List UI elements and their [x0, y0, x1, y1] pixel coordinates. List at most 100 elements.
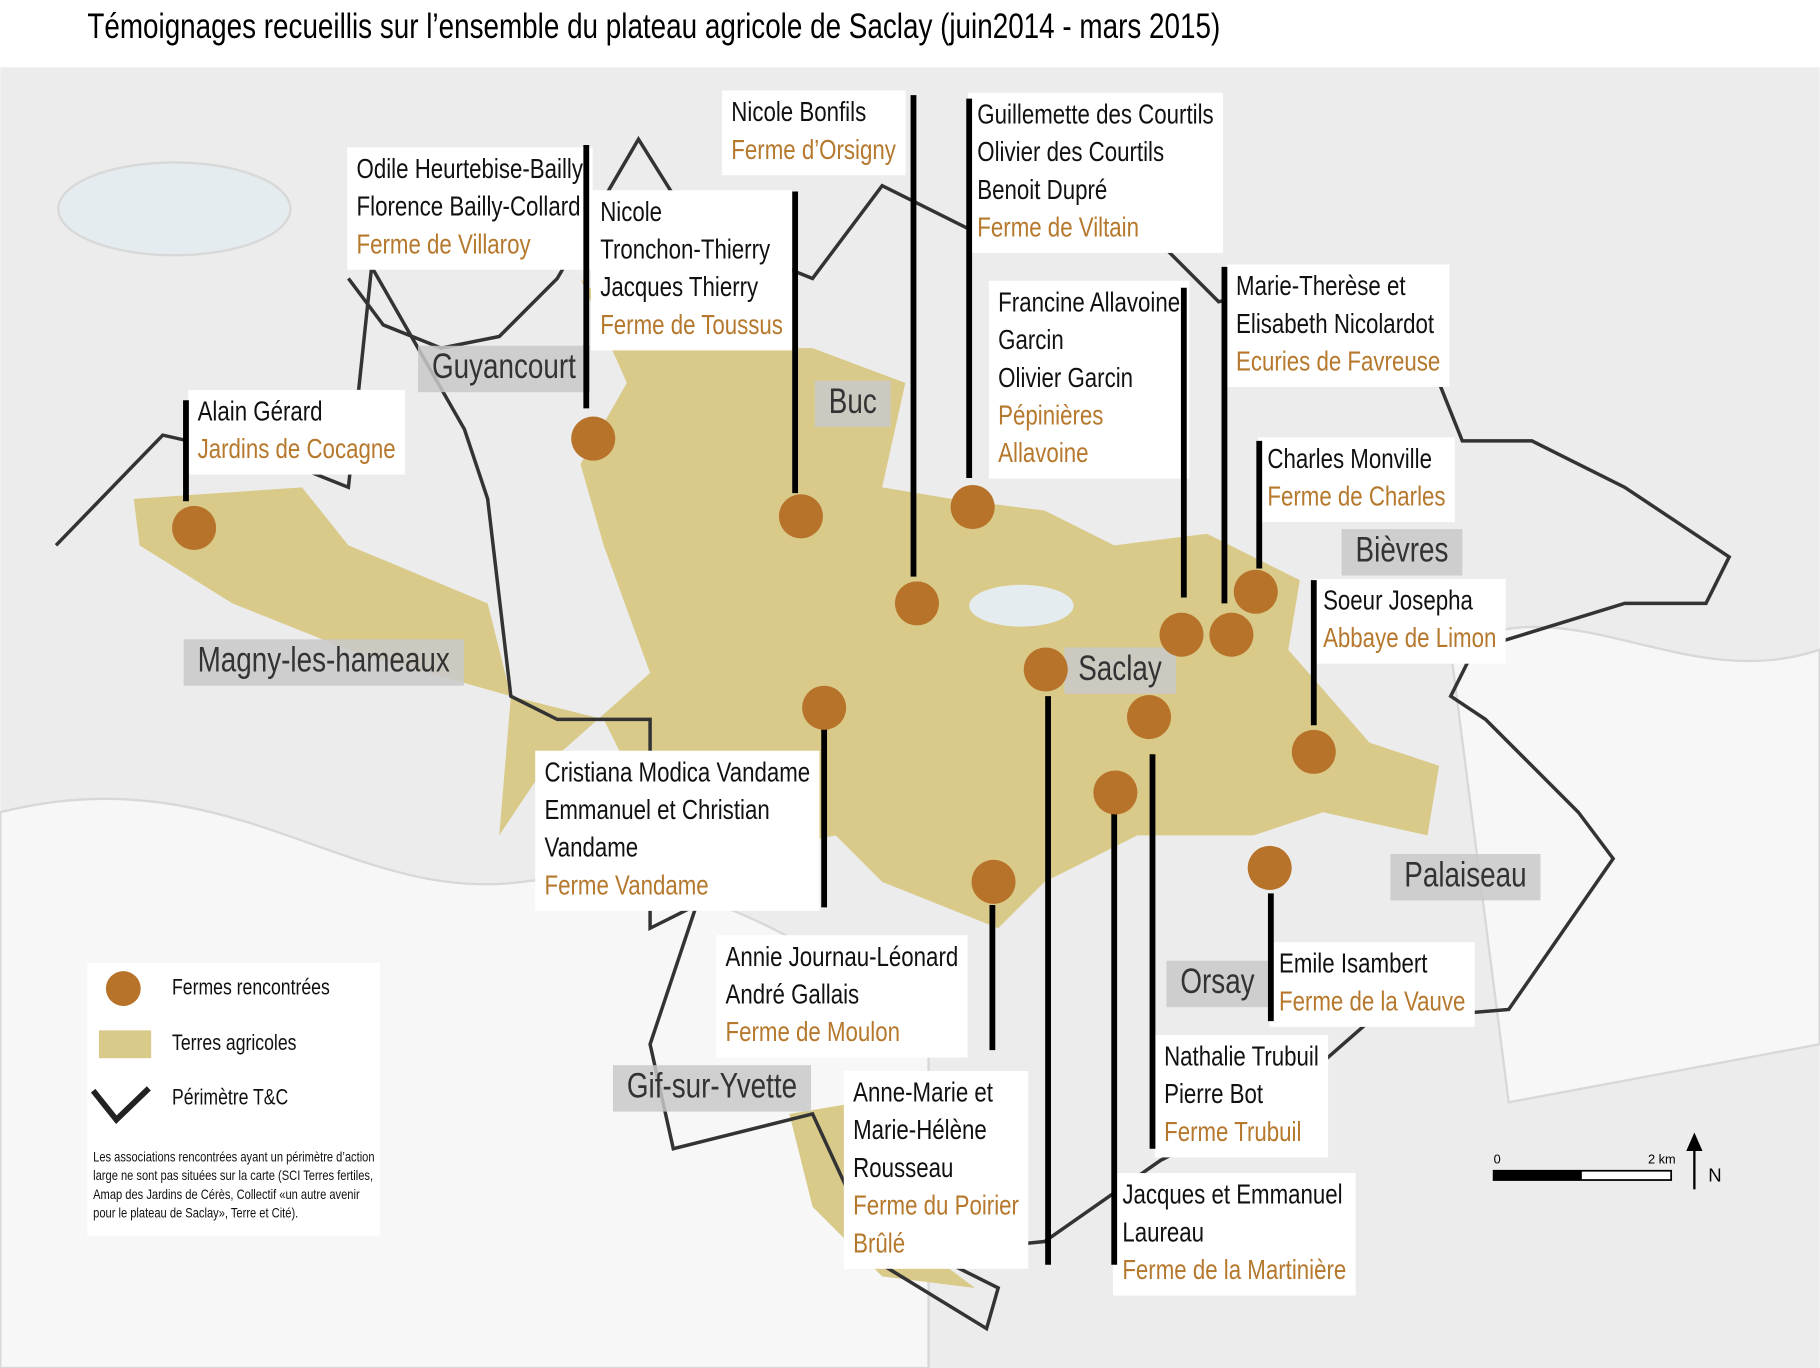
farm: Charles Monville Ferme de Charles: [1233, 437, 1455, 614]
farm-dot: [1233, 569, 1278, 614]
farm: Alain Gérard Jardins de Cocagne: [172, 389, 405, 550]
legend-dot: [105, 971, 141, 1006]
town-box: [418, 345, 591, 393]
farm-person: Pierre Bot: [1164, 1079, 1263, 1110]
farm-label-box: [1258, 437, 1455, 523]
north-arrow-head: [1686, 1132, 1703, 1152]
farm-dot: [172, 505, 217, 550]
farm-name: Ferme de la Vauve: [1279, 986, 1465, 1017]
farm: Cristiana Modica Vandame Emmanuel et Chri…: [535, 685, 847, 911]
farm-dot: [1247, 845, 1292, 890]
town-box: [814, 380, 891, 427]
legend-note: pour le plateau de Saclay», Terre et Cit…: [93, 1205, 298, 1220]
farm-dot: [1126, 695, 1172, 740]
farm: Guillemette des Courtils Olivier des Cour…: [950, 92, 1223, 530]
farm-person: Rousseau: [853, 1153, 953, 1184]
farm-name: Ferme de la Martinière: [1122, 1255, 1346, 1286]
town-box: [183, 639, 464, 686]
farm-dot: [1291, 729, 1336, 774]
farm-name: Ferme de Toussus: [600, 310, 783, 341]
farm-dot: [802, 685, 847, 730]
farm-person: André Gallais: [726, 979, 860, 1010]
farm-dot: [1023, 647, 1068, 692]
farm-person: Odile Heurtebise-Bailly: [357, 154, 584, 185]
farm-person: Nicole: [600, 197, 662, 228]
agricultural-land: [133, 278, 1440, 1288]
towns: Guyancourt Buc Magny-les-hameaux Saclay Bièv…: [183, 345, 1541, 1112]
town-label: Bièvres: [1356, 529, 1449, 569]
farm-label-box: [347, 147, 593, 270]
town-label: Saclay: [1078, 648, 1162, 688]
farm-dot: [950, 485, 995, 530]
farm-label-box: [1154, 1034, 1329, 1158]
perimeter: [54, 135, 1732, 1332]
farm-label-box: [1226, 264, 1450, 387]
town-box: [612, 1065, 812, 1112]
farm: Nicole Bonfils Ferme d’Orsigny: [722, 90, 940, 626]
farm-person: Marie-Hélène: [853, 1115, 987, 1146]
north-label: N: [1708, 1164, 1721, 1185]
farm: Odile Heurtebise-Bailly Florence Bailly-C…: [347, 145, 616, 461]
farm-name: Ferme de Charles: [1267, 481, 1445, 512]
farm: Jacques et Emmanuel Laureau Ferme de la Ma…: [1093, 770, 1356, 1296]
farm-name: Ferme de Villaroy: [357, 229, 531, 260]
town-label: Buc: [829, 381, 877, 421]
farm-person: Jacques Thierry: [600, 272, 758, 303]
farm-label-box: [1113, 1173, 1356, 1296]
farm: Soeur Josepha Abbaye de Limon: [1291, 578, 1506, 774]
legend-note: large ne sont pas situées sur la carte (…: [93, 1168, 373, 1183]
title: Témoignages recueillis sur l’ensemble du…: [87, 6, 1220, 46]
town-box: [1390, 853, 1541, 901]
farm-dot: [1209, 612, 1254, 657]
farm-name: Ferme d’Orsigny: [731, 134, 896, 165]
farm-name: Ecuries de Favreuse: [1236, 346, 1440, 377]
scale-label: 2 km: [1648, 1152, 1676, 1167]
farm: Francine Allavoine Garcin Olivier Garcin Pé…: [988, 280, 1204, 657]
farm-dot: [1159, 612, 1204, 657]
farm-name: Ferme du Poirier: [853, 1190, 1019, 1221]
farm-person: Garcin: [998, 325, 1064, 356]
farm-person: Nathalie Trubuil: [1164, 1041, 1319, 1072]
farm-person: Vandame: [545, 832, 639, 863]
farm-dot: [971, 859, 1016, 904]
farm-label-box: [535, 750, 820, 911]
farm-label-box: [590, 190, 793, 351]
farm-person: Francine Allavoine: [998, 287, 1180, 318]
farm-dot: [1093, 770, 1138, 815]
farm: Emile Isambert Ferme de la Vauve: [1247, 845, 1475, 1027]
farm: Annie Journau-Léonard André Gallais Ferme …: [716, 859, 1016, 1058]
farm-name: Ferme de Viltain: [977, 212, 1139, 243]
farm-label-box: [716, 935, 968, 1058]
scale-fill: [1493, 1170, 1582, 1181]
farm-person: Emmanuel et Christian: [545, 795, 770, 826]
farm-person: Annie Journau-Léonard: [726, 941, 959, 972]
farm-person: Benoit Dupré: [977, 175, 1107, 206]
farm-person: Charles Monville: [1267, 444, 1432, 475]
town-box: [1064, 647, 1176, 694]
legend-label: Terres agricoles: [172, 1031, 296, 1055]
farm-dot: [894, 581, 940, 626]
legend-label: Périmètre T&C: [172, 1086, 288, 1110]
farm-name: Ferme de Moulon: [726, 1017, 900, 1048]
town-box: [1166, 960, 1269, 1008]
farm-person: Soeur Josepha: [1323, 585, 1474, 616]
farm-label-box: [843, 1070, 1029, 1269]
legend: Fermes rencontrées Terres agricoles Périmè…: [87, 963, 380, 1236]
farm-person: Elisabeth Nicolardot: [1236, 309, 1434, 340]
farm-name: Allavoine: [998, 438, 1088, 469]
farm-name: Jardins de Cocagne: [198, 434, 396, 465]
farm-person: Cristiana Modica Vandame: [545, 757, 811, 788]
farm-label-box: [968, 92, 1223, 253]
farm-person: Guillemette des Courtils: [977, 99, 1213, 130]
lake: [969, 584, 1074, 627]
farm-person: Alain Gérard: [198, 396, 323, 427]
scale-label: 0: [1494, 1152, 1501, 1167]
farm-label-box: [1313, 578, 1506, 664]
farm-dot: [571, 416, 616, 461]
farm-label-box: [988, 280, 1190, 479]
town-label: Orsay: [1180, 961, 1254, 1001]
town-label: Gif-sur-Yvette: [627, 1066, 797, 1106]
scale-bar: 0 2 km N: [1492, 1132, 1722, 1190]
farm-label-box: [188, 389, 405, 475]
